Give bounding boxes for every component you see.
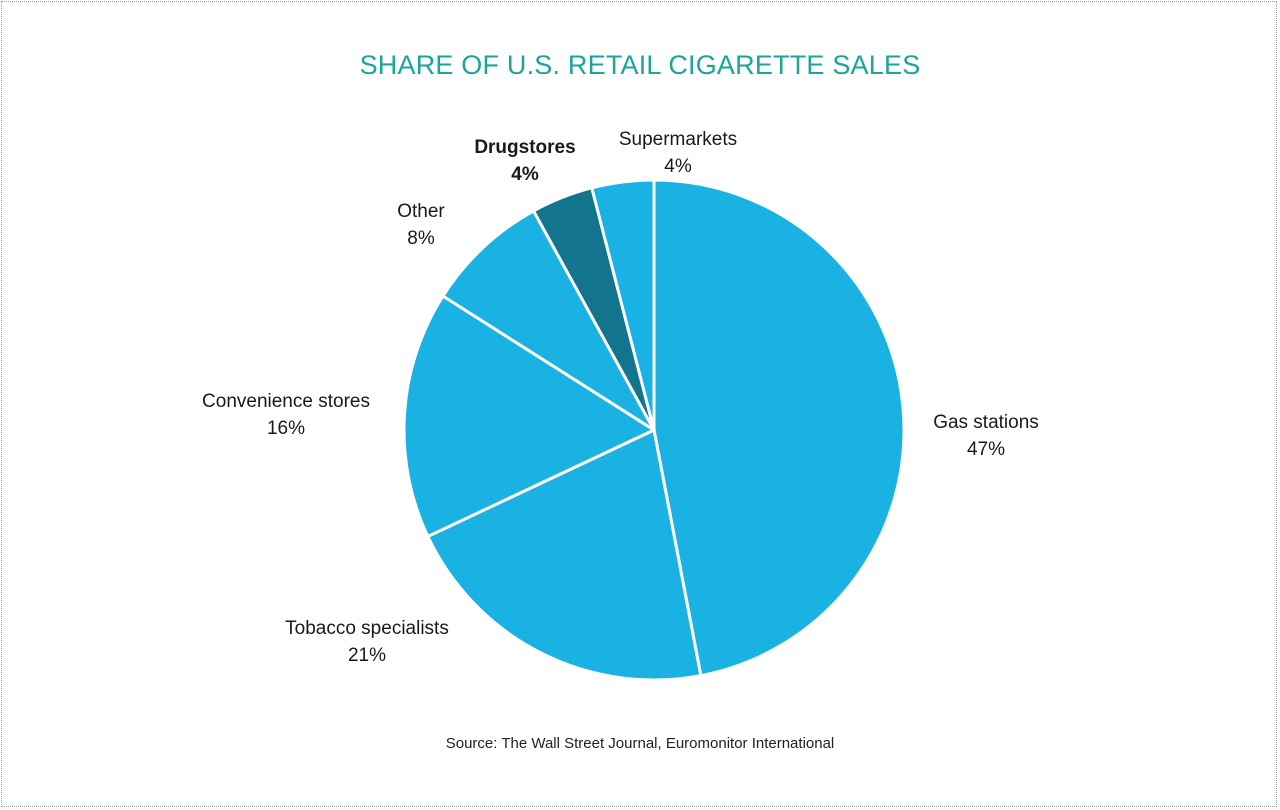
slice-value-gas-stations: 47% (967, 439, 1005, 460)
pie-slice-other (441, 209, 656, 432)
slice-value-supermarkets: 4% (664, 156, 692, 177)
slice-label-supermarkets: Supermarkets (619, 129, 737, 150)
slice-value-other: 8% (407, 228, 435, 249)
pie-slice-supermarkets (590, 178, 656, 432)
slice-label-convenience-stores: Convenience stores (202, 391, 370, 412)
slice-label-drugstores: Drugstores (474, 137, 575, 158)
pie-slice-gas-stations (652, 178, 906, 678)
pie-slice-tobacco-specialists (426, 428, 703, 682)
chart-title: SHARE OF U.S. RETAIL CIGARETTE SALES (359, 50, 921, 80)
slice-label-other: Other (397, 201, 445, 222)
slice-value-convenience-stores: 16% (267, 418, 305, 439)
slice-label-gas-stations: Gas stations (933, 412, 1039, 433)
chart-source: Source: The Wall Street Journal, Euromon… (445, 735, 835, 752)
pie-slice-convenience-stores (402, 294, 656, 538)
slice-value-drugstores: 4% (511, 164, 539, 185)
slice-label-tobacco-specialists: Tobacco specialists (285, 618, 449, 639)
slice-value-tobacco-specialists: 21% (348, 645, 386, 666)
